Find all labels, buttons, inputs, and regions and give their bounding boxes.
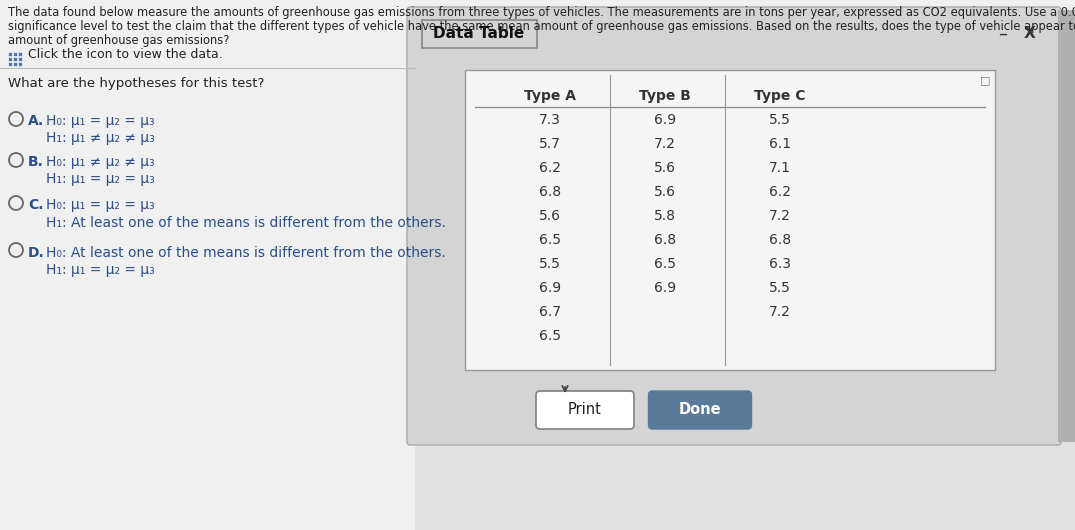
Bar	[8, 62, 12, 66]
Text: 7.2: 7.2	[769, 209, 791, 223]
Text: amount of greenhouse gas emissions?: amount of greenhouse gas emissions?	[8, 34, 229, 47]
FancyBboxPatch shape	[648, 391, 751, 429]
Text: C.: C.	[28, 198, 43, 212]
Text: Click the icon to view the data.: Click the icon to view the data.	[28, 48, 223, 60]
Text: 5.5: 5.5	[769, 113, 791, 127]
Text: 6.8: 6.8	[539, 185, 561, 199]
Text: 6.8: 6.8	[654, 233, 676, 247]
Text: –: –	[999, 25, 1007, 43]
Text: What are the hypotheses for this test?: What are the hypotheses for this test?	[8, 77, 264, 90]
Text: 5.6: 5.6	[539, 209, 561, 223]
Bar	[13, 52, 17, 56]
Text: 7.2: 7.2	[654, 137, 676, 151]
Text: 6.9: 6.9	[539, 281, 561, 295]
Text: Print: Print	[568, 402, 602, 418]
Text: 5.8: 5.8	[654, 209, 676, 223]
Text: Type A: Type A	[524, 89, 576, 103]
Text: 6.2: 6.2	[769, 185, 791, 199]
Text: 6.2: 6.2	[539, 161, 561, 175]
Text: Data Table: Data Table	[433, 26, 525, 41]
Bar	[0, 0, 415, 530]
Text: Done: Done	[678, 402, 721, 418]
Text: Type B: Type B	[639, 89, 691, 103]
Bar	[18, 57, 22, 61]
Text: 5.7: 5.7	[539, 137, 561, 151]
Text: The data found below measure the amounts of greenhouse gas emissions from three : The data found below measure the amounts…	[8, 6, 1075, 19]
Text: 6.1: 6.1	[769, 137, 791, 151]
Text: 5.6: 5.6	[654, 161, 676, 175]
Bar	[1058, 10, 1075, 442]
Text: H₁: At least one of the means is different from the others.: H₁: At least one of the means is differe…	[46, 216, 446, 230]
Text: D.: D.	[28, 246, 45, 260]
Text: H₁: μ₁ = μ₂ = μ₃: H₁: μ₁ = μ₂ = μ₃	[46, 263, 155, 277]
Text: H₀: At least one of the means is different from the others.: H₀: At least one of the means is differe…	[46, 246, 446, 260]
Text: 6.5: 6.5	[539, 329, 561, 343]
Text: 5.6: 5.6	[654, 185, 676, 199]
Text: H₁: μ₁ ≠ μ₂ ≠ μ₃: H₁: μ₁ ≠ μ₂ ≠ μ₃	[46, 131, 155, 145]
FancyBboxPatch shape	[536, 391, 634, 429]
Text: H₁: μ₁ = μ₂ = μ₃: H₁: μ₁ = μ₂ = μ₃	[46, 172, 155, 186]
Text: X: X	[1024, 26, 1036, 41]
Text: A.: A.	[28, 114, 44, 128]
Text: 7.1: 7.1	[769, 161, 791, 175]
Text: 6.9: 6.9	[654, 281, 676, 295]
FancyBboxPatch shape	[407, 7, 1061, 445]
Bar	[18, 62, 22, 66]
Text: 6.5: 6.5	[539, 233, 561, 247]
Text: B.: B.	[28, 155, 44, 169]
Text: 7.3: 7.3	[539, 113, 561, 127]
Text: Type C: Type C	[755, 89, 806, 103]
Text: 6.8: 6.8	[769, 233, 791, 247]
Bar	[465, 70, 995, 370]
Text: H₀: μ₁ ≠ μ₂ ≠ μ₃: H₀: μ₁ ≠ μ₂ ≠ μ₃	[46, 155, 155, 169]
Text: 6.5: 6.5	[654, 257, 676, 271]
Bar	[13, 62, 17, 66]
Bar	[8, 52, 12, 56]
Text: H₀: μ₁ = μ₂ = μ₃: H₀: μ₁ = μ₂ = μ₃	[46, 114, 155, 128]
Text: H₀: μ₁ = μ₂ = μ₃: H₀: μ₁ = μ₂ = μ₃	[46, 198, 155, 212]
Bar	[18, 52, 22, 56]
Bar	[13, 57, 17, 61]
Text: significance level to test the claim that the different types of vehicle have th: significance level to test the claim tha…	[8, 20, 1075, 33]
Text: 6.3: 6.3	[769, 257, 791, 271]
Text: 6.9: 6.9	[654, 113, 676, 127]
Text: 5.5: 5.5	[539, 257, 561, 271]
Text: □: □	[979, 75, 990, 85]
FancyBboxPatch shape	[422, 20, 538, 48]
Text: 6.7: 6.7	[539, 305, 561, 319]
Bar	[0, 0, 1075, 70]
Text: 7.2: 7.2	[769, 305, 791, 319]
Text: 5.5: 5.5	[769, 281, 791, 295]
Bar	[8, 57, 12, 61]
Bar	[413, 13, 1055, 55]
